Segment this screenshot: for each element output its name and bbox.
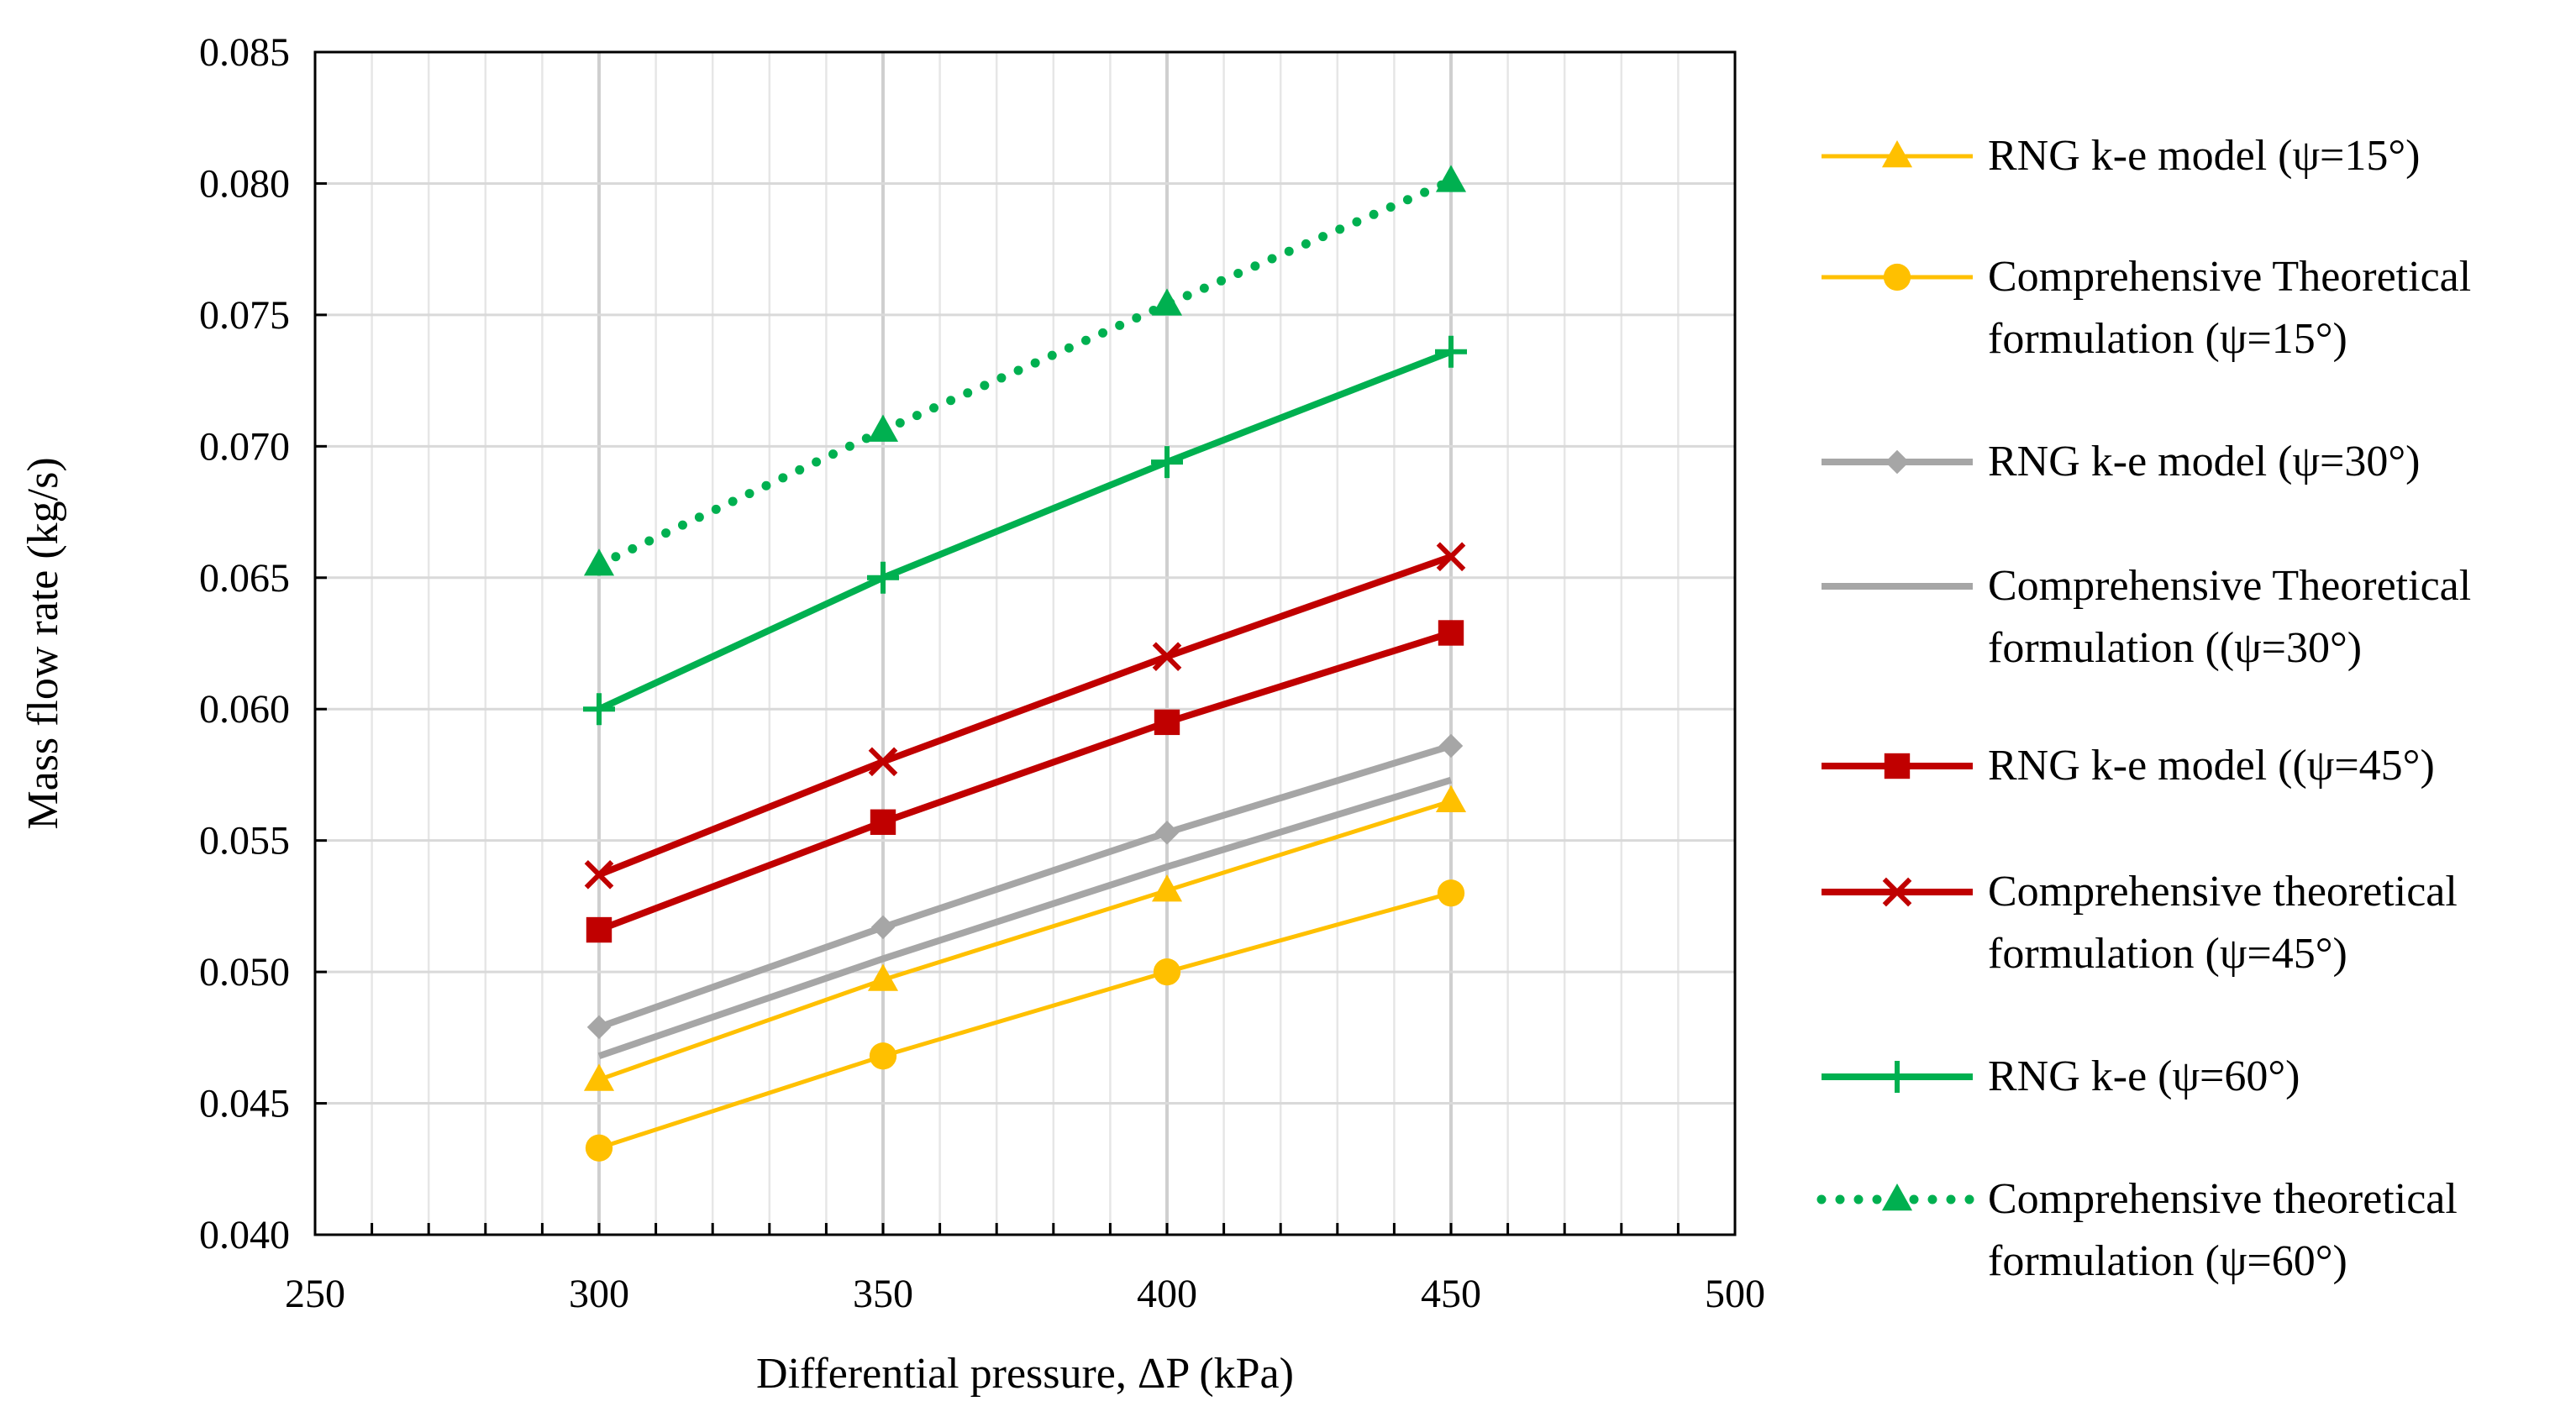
series-line	[597, 629, 1453, 933]
data-point	[1151, 446, 1183, 479]
data-point	[1435, 785, 1467, 813]
axis-ticks: 250 300 350 400 450 500 0.040 0.045 0.050 0.055 0.…	[199, 30, 1765, 1316]
legend-label: formulation (ψ=60°)	[1988, 1237, 2347, 1285]
series-line	[597, 348, 1453, 712]
x-tick-label: 250	[285, 1272, 345, 1316]
legend-swatch-marker	[1882, 877, 1912, 907]
series-7	[583, 335, 1467, 726]
legend-entry-4: Comprehensive Theoretical formulation ((ψ…	[1822, 562, 2471, 672]
data-point	[1153, 958, 1181, 986]
data-point	[1436, 542, 1466, 572]
plot-area-frame	[313, 50, 1737, 1236]
y-tick-label: 0.070	[199, 424, 290, 469]
legend-label: RNG k-e model ((ψ=45°)	[1988, 742, 2435, 790]
legend-label: Comprehensive theoretical	[1988, 1175, 2458, 1223]
legend-entry-7: RNG k-e (ψ=60°)	[1822, 1052, 2300, 1100]
legend-label: formulation (ψ=15°)	[1988, 315, 2347, 363]
series-3	[586, 733, 1464, 1040]
legend-swatch-marker	[1883, 263, 1911, 291]
series-5	[586, 620, 1464, 943]
series-4	[597, 776, 1453, 1060]
series-line	[598, 890, 1452, 1151]
data-point	[1435, 165, 1467, 192]
data-point	[867, 963, 899, 991]
series-8	[583, 165, 1467, 576]
data-point	[870, 915, 896, 940]
series-1	[583, 785, 1467, 1091]
legend-swatch-marker	[1885, 449, 1910, 475]
legend-label: RNG k-e model (ψ=15°)	[1988, 132, 2420, 180]
legend-label: Comprehensive theoretical	[1988, 868, 2458, 916]
legend-entry-1: RNG k-e model (ψ=15°)	[1822, 132, 2420, 180]
y-tick-label: 0.050	[199, 950, 290, 995]
data-point	[867, 561, 899, 594]
legend-swatch-marker	[1884, 753, 1911, 779]
legend-entry-2: Comprehensive Theoretical formulation (ψ=…	[1822, 253, 2471, 363]
y-tick-label: 0.055	[199, 819, 290, 863]
y-tick-label: 0.045	[199, 1082, 290, 1126]
legend-label: Comprehensive Theoretical	[1988, 562, 2471, 610]
legend-swatch-marker	[1881, 1183, 1913, 1211]
data-point	[1151, 288, 1183, 316]
data-point	[585, 1134, 613, 1162]
y-tick-label: 0.085	[199, 30, 290, 75]
legend-entry-3: RNG k-e model (ψ=30°)	[1822, 438, 2420, 485]
data-point	[869, 1042, 897, 1070]
x-tick-label: 400	[1137, 1272, 1197, 1316]
data-point	[586, 916, 612, 943]
data-point	[583, 693, 615, 726]
x-tick-label: 500	[1705, 1272, 1765, 1316]
data-point	[586, 1015, 612, 1040]
legend-entry-5: RNG k-e model ((ψ=45°)	[1822, 742, 2435, 790]
data-point	[1152, 642, 1182, 671]
data-point	[1438, 620, 1464, 646]
data-point	[583, 1063, 615, 1091]
legend-swatch-marker	[1881, 1061, 1913, 1093]
series-2	[585, 879, 1465, 1162]
series-line	[597, 776, 1453, 1060]
data-point	[1438, 733, 1464, 758]
y-tick-label: 0.060	[199, 687, 290, 732]
legend-label: RNG k-e model (ψ=30°)	[1988, 438, 2420, 485]
series-line	[594, 176, 1456, 569]
legend-label: formulation ((ψ=30°)	[1988, 624, 2362, 672]
y-tick-label: 0.080	[199, 161, 290, 206]
y-axis-title: Mass flow rate (kg/s)	[19, 457, 67, 829]
data-point	[1154, 821, 1180, 845]
y-tick-label: 0.065	[199, 556, 290, 601]
legend-entry-6: Comprehensive theoretical formulation (ψ=…	[1822, 868, 2458, 978]
series-line	[597, 743, 1453, 1031]
x-tick-label: 350	[853, 1272, 913, 1316]
data-point	[1437, 879, 1465, 907]
data-point	[1154, 709, 1180, 736]
x-tick-label: 300	[569, 1272, 629, 1316]
legend-label: RNG k-e (ψ=60°)	[1988, 1052, 2300, 1100]
series-6	[584, 542, 1466, 890]
data-point	[583, 548, 615, 576]
legend-swatch-marker	[1881, 140, 1913, 168]
series-line	[597, 553, 1453, 879]
x-axis-title: Differential pressure, ΔP (kPa)	[756, 1350, 1294, 1398]
series-line	[598, 799, 1452, 1082]
data-point	[868, 747, 898, 777]
data-point	[867, 414, 899, 442]
data-point	[584, 860, 614, 890]
x-tick-label: 450	[1421, 1272, 1481, 1316]
legend-entry-8: Comprehensive theoretical formulation (ψ=…	[1816, 1175, 2458, 1285]
data-point	[1435, 335, 1467, 368]
data-point	[870, 809, 896, 835]
legend-label: Comprehensive Theoretical	[1988, 253, 2471, 301]
legend: RNG k-e model (ψ=15°) Comprehensive Theor…	[1816, 132, 2471, 1285]
series-group	[583, 165, 1467, 1162]
legend-label: formulation (ψ=45°)	[1988, 930, 2347, 978]
y-tick-label: 0.075	[199, 293, 290, 338]
data-point	[1151, 874, 1183, 902]
y-tick-label: 0.040	[199, 1213, 290, 1257]
